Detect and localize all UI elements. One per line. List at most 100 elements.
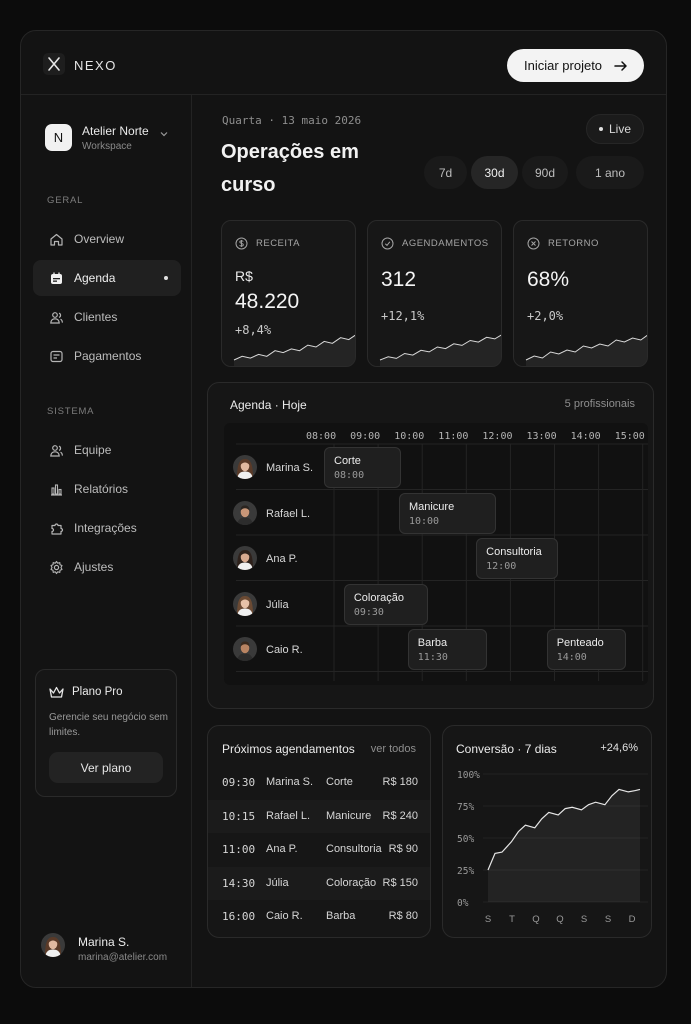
upcoming-client: Marina S.: [266, 776, 314, 788]
logo-icon: [43, 53, 65, 75]
conversion-chart: 100% 75% 50% 25% 0% S T Q Q S S D: [457, 770, 648, 925]
brand-name: NEXO: [74, 58, 117, 73]
upcoming-row[interactable]: 14:30 Júlia Coloração R$ 150: [208, 866, 430, 900]
schedule-row: Caio R. Barba 11:30 Penteado 14:00: [224, 627, 648, 672]
kpi-label: RETORNO: [548, 238, 599, 249]
chevron-down-icon: [160, 132, 168, 137]
users-icon: [50, 311, 63, 324]
workspace-switcher[interactable]: N Atelier Norte Workspace: [45, 123, 185, 155]
current-date: Quarta · 13 maio 2026: [222, 114, 362, 127]
professional-name: Ana P.: [266, 553, 298, 565]
appointment-time: 12:00: [486, 561, 517, 572]
sidebar-item-label: Equipe: [74, 443, 112, 457]
kpi-header: RECEITA: [235, 237, 300, 250]
conversion-line: [487, 788, 641, 871]
upcoming-row[interactable]: 11:00 Ana P. Consultoria R$ 90: [208, 833, 430, 866]
conversion-title: Conversão · 7 dias: [456, 742, 557, 756]
range-30d[interactable]: 30d: [471, 156, 518, 189]
appointment-service: Consultoria: [486, 546, 542, 558]
active-dot-icon: [164, 276, 168, 280]
x-tick-label: T: [509, 914, 515, 925]
reports-icon: [51, 483, 62, 496]
appointment-time: 14:00: [556, 652, 587, 663]
schedule-row: Rafael L. Manicure 10:00: [224, 491, 648, 536]
conversion-area: [488, 789, 640, 902]
user-avatar: [41, 933, 65, 957]
sidebar-item-relatorios[interactable]: Relatórios: [33, 471, 181, 507]
sidebar-item-clientes[interactable]: Clientes: [33, 299, 181, 335]
appointment-service: Penteado: [556, 637, 604, 649]
user-profile[interactable]: Marina S. marina@atelier.com: [41, 933, 191, 965]
live-badge[interactable]: Live: [586, 114, 644, 144]
conversion-delta: +24,6%: [600, 742, 638, 754]
upcoming-price: R$ 240: [382, 809, 418, 822]
upcoming-row[interactable]: 16:00 Caio R. Barba R$ 80: [208, 900, 430, 933]
top-bar: NEXO Iniciar projeto: [21, 31, 666, 95]
sidebar-item-label: Overview: [74, 232, 125, 246]
kpi-delta: +2,0%: [527, 309, 564, 323]
kpi-card-retorno: RETORNO 68% +2,0%: [513, 220, 648, 367]
sidebar-item-equipe[interactable]: Equipe: [33, 432, 181, 468]
y-tick-label: 0%: [457, 898, 469, 909]
upcoming-row[interactable]: 09:30 Marina S. Corte R$ 180: [208, 766, 430, 799]
return-icon: [527, 237, 540, 250]
upcoming-row[interactable]: 10:15 Rafael L. Manicure R$ 240: [208, 799, 430, 833]
hour-label: 09:00: [350, 431, 381, 442]
kpi-sparkline: [525, 334, 647, 366]
sidebar-item-label: Ajustes: [74, 560, 114, 574]
workspace-avatar: N: [45, 124, 72, 151]
plan-title: Plano Pro: [72, 686, 123, 698]
view-plan-button[interactable]: Ver plano: [49, 752, 163, 783]
professional-avatar: [233, 546, 257, 570]
range-1-ano[interactable]: 1 ano: [576, 156, 644, 189]
upcoming-time: 09:30: [222, 776, 256, 789]
payments-icon: [50, 350, 63, 362]
sidebar-item-overview[interactable]: Overview: [33, 221, 181, 257]
upcoming-client: Ana P.: [266, 843, 298, 856]
plan-description: Gerencie seu negócio sem limites.: [49, 712, 168, 738]
sparkline-line: [379, 334, 501, 361]
sidebar-item-label: Integrações: [74, 521, 137, 535]
hour-label: 10:00: [394, 431, 425, 442]
team-icon: [50, 444, 63, 457]
upcoming-panel: Próximos agendamentos ver todos 09:30 Mar…: [207, 725, 431, 938]
hour-label: 15:00: [614, 431, 645, 442]
conversion-panel: Conversão · 7 dias +24,6% 100% 75% 50% 25% 0…: [442, 725, 652, 938]
appointment-service: Corte: [334, 455, 361, 467]
y-tick-label: 25%: [457, 866, 474, 877]
sidebar-item-label: Clientes: [74, 310, 118, 324]
appointment-block[interactable]: Coloração 09:30: [343, 583, 428, 625]
appointment-time: 11:30: [417, 652, 448, 663]
hour-label: 12:00: [482, 431, 513, 442]
upcoming-client: Caio R.: [266, 910, 303, 923]
view-all-link[interactable]: ver todos: [370, 743, 416, 755]
range-90d[interactable]: 90d: [522, 156, 568, 189]
sidebar-item-ajustes[interactable]: Ajustes: [33, 549, 181, 585]
schedule-row: Júlia Coloração 09:30: [224, 582, 648, 627]
professional-avatar: [233, 591, 257, 616]
kpi-card-receita: RECEITA R$ 48.220 +8,4%: [221, 220, 356, 367]
appointment-block[interactable]: Penteado 14:00: [546, 629, 627, 670]
start-project-button[interactable]: Iniciar projeto: [507, 49, 644, 82]
kpi-value: 48.220: [235, 290, 300, 313]
upcoming-time: 16:00: [222, 910, 256, 924]
y-tick-label: 100%: [457, 770, 480, 781]
live-dot-icon: [598, 127, 603, 131]
sidebar-item-agenda[interactable]: Agenda: [33, 260, 181, 296]
schedule-grid: 08:00 09:00 10:00 11:00 12:00 13:00 14:00 15:00…: [224, 423, 648, 685]
appointment-block[interactable]: Corte 08:00: [324, 447, 402, 488]
appointment-service: Barba: [417, 637, 448, 649]
sparkline-line: [525, 334, 647, 361]
upcoming-title: Próximos agendamentos: [222, 742, 355, 756]
schedule-row: Marina S. Corte 08:00: [224, 445, 648, 490]
sidebar-item-integracoes[interactable]: Integrações: [33, 510, 181, 546]
start-project-label: Iniciar projeto: [524, 58, 603, 73]
upcoming-service: Barba: [326, 910, 356, 923]
appointment-block[interactable]: Manicure 10:00: [398, 492, 496, 534]
appointment-block[interactable]: Consultoria 12:00: [476, 538, 558, 579]
calendar-check-icon: [381, 237, 394, 250]
range-7d[interactable]: 7d: [424, 156, 467, 189]
workspace-subtitle: Workspace: [82, 141, 132, 152]
sidebar-item-pagamentos[interactable]: Pagamentos: [33, 338, 181, 374]
appointment-block[interactable]: Barba 11:30: [407, 629, 488, 670]
